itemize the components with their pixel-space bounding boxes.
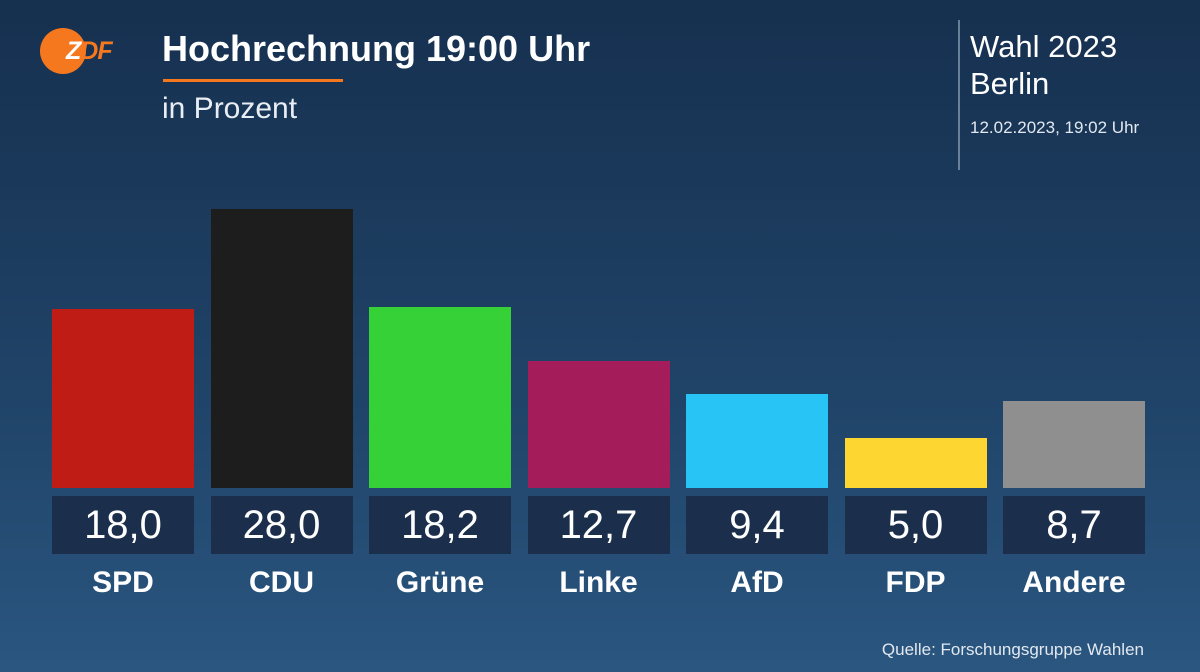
chart-subtitle: in Prozent: [162, 92, 298, 125]
category-label-grüne: Grüne: [395, 566, 485, 599]
bar-andere: [1003, 401, 1145, 488]
category-label-andere: Andere: [1022, 566, 1126, 599]
category-label-linke: Linke: [559, 566, 638, 599]
bar-linke: [527, 361, 670, 488]
source-note: Quelle: Forschungsgruppe Wahlen: [881, 640, 1144, 659]
election-region: Berlin: [970, 66, 1050, 101]
category-label-spd: SPD: [92, 566, 154, 599]
zdf-logo-circle: [40, 28, 86, 74]
data-label-andere: 8,7: [1003, 496, 1145, 554]
data-label-grüne: 18,2: [369, 496, 511, 554]
bar-afd: [686, 394, 828, 488]
title-underline: [163, 79, 343, 82]
chart-title: Hochrechnung 19:00 Uhr: [162, 28, 591, 69]
data-label-spd: 18,0: [52, 496, 194, 554]
data-label-afd: 9,4: [686, 496, 828, 554]
bar-cdu: [210, 209, 353, 488]
bar-spd: [52, 308, 194, 488]
election-datetime: 12.02.2023, 19:02 Uhr: [970, 118, 1140, 137]
zdf-logo-text: ZDF: [66, 37, 113, 65]
category-label-afd: AfD: [730, 566, 784, 599]
data-label-cdu: 28,0: [210, 496, 353, 554]
bar-fdp: [844, 438, 987, 488]
category-label-cdu: CDU: [249, 566, 314, 599]
election-title: Wahl 2023: [970, 29, 1118, 64]
bar-grüne: [369, 306, 511, 488]
header-divider: [958, 20, 960, 170]
data-label-fdp: 5,0: [844, 496, 987, 554]
data-label-linke: 12,7: [527, 496, 670, 554]
zdf-logo: ZDF: [40, 28, 120, 74]
category-label-fdp: FDP: [885, 566, 946, 599]
